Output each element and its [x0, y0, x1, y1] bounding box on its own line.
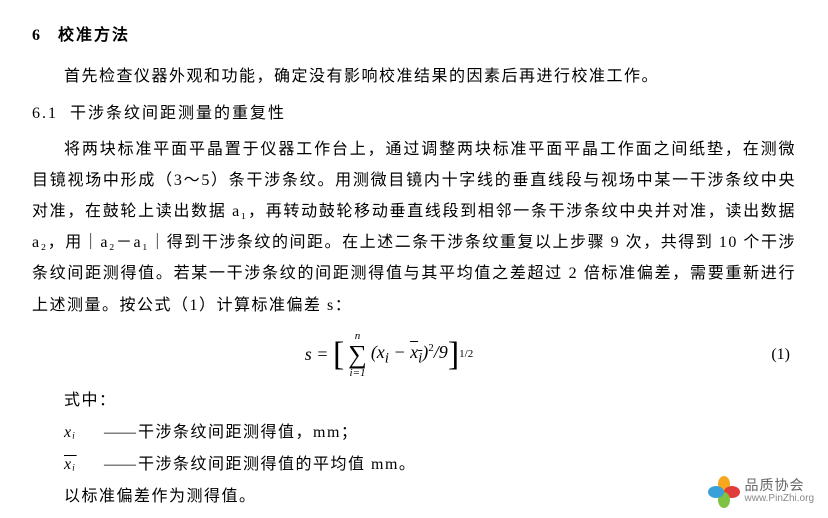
section-number: 6	[32, 27, 42, 44]
definitions-block: 式中： xᵢ —— 干涉条纹间距测得值，mm； xᵢ —— 干涉条纹间距测得值的…	[64, 385, 796, 513]
def-dash: ——	[104, 417, 136, 448]
eq-lhs: s =	[305, 337, 329, 372]
subsection-heading: 6.1 干涉条纹间距测量的重复性	[32, 98, 796, 129]
eq-bracket-right: ]	[448, 338, 459, 372]
petal-icon	[708, 486, 724, 498]
eq-xbar: xi	[410, 342, 422, 362]
eq-exponent: 1/2	[459, 344, 473, 365]
where-label: 式中：	[64, 385, 796, 416]
sigma-icon: ∑	[348, 342, 367, 368]
def-text-2: 干涉条纹间距测得值的平均值 mm。	[138, 449, 416, 480]
eq-sum: n ∑ i=1	[348, 331, 367, 379]
section-title-text: 校准方法	[58, 27, 130, 44]
footer-line: 以标准偏差作为测得值。	[64, 481, 796, 512]
section-heading: 6 校准方法	[32, 20, 796, 51]
eq-inner: (xi − xi)2/9	[371, 335, 448, 374]
def-symbol-xi: xᵢ	[64, 417, 104, 448]
intro-paragraph: 首先检查仪器外观和功能，确定没有影响校准结果的因素后再进行校准工作。	[32, 61, 796, 92]
definition-line: xᵢ —— 干涉条纹间距测得值，mm；	[64, 417, 796, 448]
equation: s = [ n ∑ i=1 (xi − xi)2/9 ] 1/2	[305, 331, 473, 379]
eq-minus: −	[389, 342, 410, 362]
def-symbol-xbar: xᵢ	[64, 449, 104, 480]
definition-line: xᵢ —— 干涉条纹间距测得值的平均值 mm。	[64, 449, 796, 480]
subsection-number: 6.1	[32, 105, 58, 122]
eq-div9: /9	[434, 342, 448, 362]
eq-bracket-left: [	[333, 338, 344, 372]
eq-xa: (x	[371, 342, 385, 362]
watermark-en: www.PinZhi.org	[745, 493, 814, 504]
eq-sum-bot: i=1	[350, 368, 366, 379]
equation-center: s = [ n ∑ i=1 (xi − xi)2/9 ] 1/2	[32, 331, 746, 379]
equation-row: s = [ n ∑ i=1 (xi − xi)2/9 ] 1/2 (1)	[32, 331, 796, 379]
body-paragraph: 将两块标准平面平晶置于仪器工作台上，通过调整两块标准平面平晶工作面之间纸垫，在测…	[32, 134, 796, 321]
watermark-text: 品质协会 www.PinZhi.org	[745, 478, 814, 504]
def-text-1: 干涉条纹间距测得值，mm；	[138, 417, 358, 448]
watermark: 品质协会 www.PinZhi.org	[709, 476, 814, 506]
equation-number: (1)	[746, 339, 796, 370]
eq-xbar-x: x	[410, 342, 418, 362]
logo-icon	[709, 476, 739, 506]
subsection-title-text: 干涉条纹间距测量的重复性	[70, 105, 286, 122]
watermark-cn: 品质协会	[745, 478, 814, 493]
def-dash: ——	[104, 449, 136, 480]
